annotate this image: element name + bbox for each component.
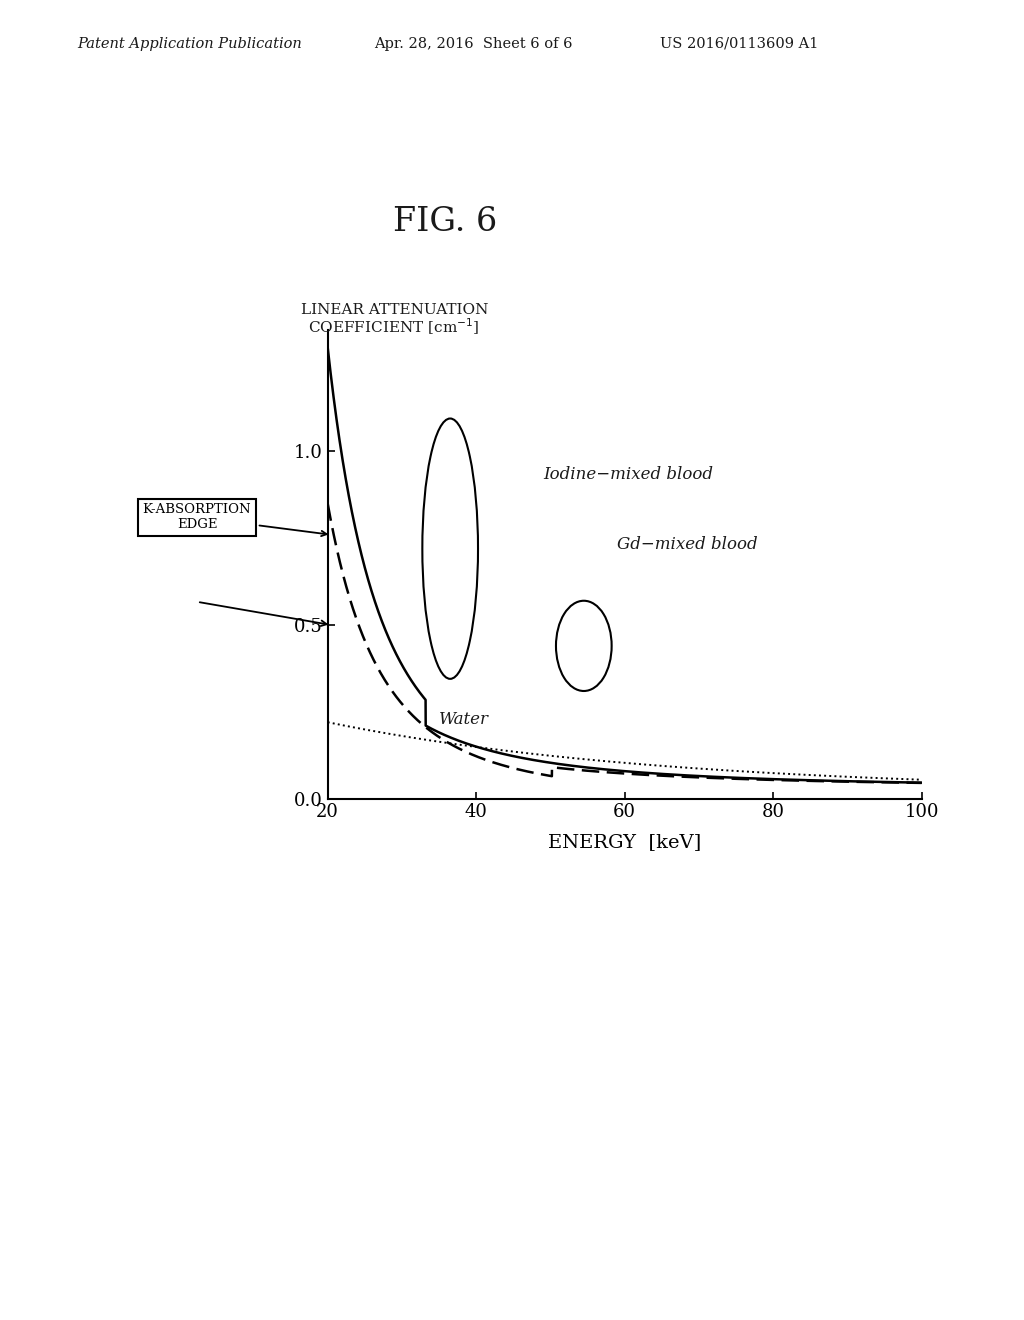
Text: Iodine−mixed blood: Iodine−mixed blood (543, 466, 713, 483)
X-axis label: ENERGY  [keV]: ENERGY [keV] (548, 833, 701, 850)
Text: Patent Application Publication: Patent Application Publication (77, 37, 301, 50)
Text: FIG. 6: FIG. 6 (393, 206, 498, 238)
Text: K-ABSORPTION
EDGE: K-ABSORPTION EDGE (142, 503, 327, 536)
Text: Water: Water (439, 711, 489, 727)
Text: Gd−mixed blood: Gd−mixed blood (617, 536, 758, 553)
Text: COEFFICIENT [cm$^{-1}$]: COEFFICIENT [cm$^{-1}$] (308, 315, 480, 337)
Text: LINEAR ATTENUATION: LINEAR ATTENUATION (301, 304, 487, 317)
Text: US 2016/0113609 A1: US 2016/0113609 A1 (660, 37, 819, 50)
Text: Apr. 28, 2016  Sheet 6 of 6: Apr. 28, 2016 Sheet 6 of 6 (374, 37, 572, 50)
